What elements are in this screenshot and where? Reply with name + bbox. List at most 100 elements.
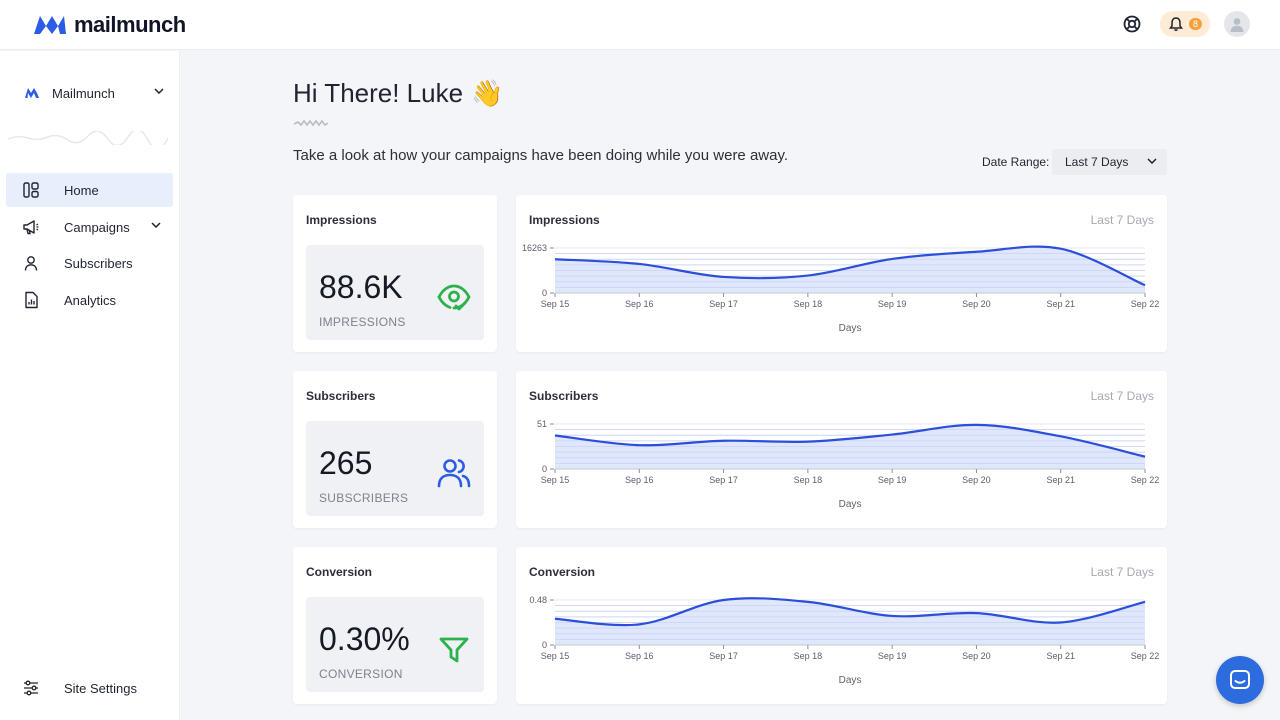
stat-panel: 0.30% CONVERSION (306, 597, 484, 692)
sidebar-item-label: Campaigns (64, 219, 130, 235)
chart-range-label: Last 7 Days (1090, 213, 1154, 227)
stat-value: 88.6K (319, 269, 403, 305)
sidebar-item-label: Analytics (64, 292, 117, 308)
megaphone-icon (23, 219, 39, 234)
x-tick-label: Sep 16 (625, 651, 654, 661)
stat-panel: 88.6K IMPRESSIONS (306, 245, 484, 340)
y-tick-label: 16263 (522, 243, 547, 253)
x-tick-label: Sep 22 (1131, 475, 1160, 485)
subscribers-chart-card: Subscribers Last 7 Days 0 51 Sep 15 Sep 16 S… (516, 371, 1167, 528)
top-bar: mailmunch 8 (0, 0, 1280, 50)
chat-icon (1230, 670, 1250, 689)
sliders-icon (24, 680, 38, 696)
bell-icon (1168, 17, 1183, 31)
x-tick-label: Sep 15 (541, 299, 570, 309)
notifications-button[interactable]: 8 (1159, 11, 1210, 37)
brand-logo[interactable]: mailmunch (32, 12, 186, 38)
stat-title: Impressions (306, 213, 377, 227)
x-tick-label: Sep 22 (1131, 651, 1160, 661)
notification-count-badge: 8 (1188, 18, 1202, 30)
logo-mark-icon (34, 16, 66, 34)
impressions-chart: 0 16263 Sep 15 Sep 16 Sep 17 Sep 18 Sep 19 Sep … (522, 243, 1160, 334)
stat-value: 0.30% (319, 621, 410, 657)
funnel-icon (439, 637, 469, 663)
chart-title: Subscribers (529, 389, 599, 403)
decorative-squiggle (293, 119, 329, 127)
date-range-label: Date Range: (982, 155, 1050, 169)
wave-emoji-icon: 👋 (471, 78, 504, 108)
x-tick-label: Sep 20 (962, 475, 991, 485)
x-tick-label: Sep 21 (1046, 651, 1075, 661)
sidebar-item-subscribers[interactable]: Subscribers (6, 246, 173, 280)
y-tick-label: 0.48 (529, 595, 547, 605)
dashboard-icon (23, 182, 39, 198)
user-silhouette-icon (1230, 18, 1244, 32)
x-tick-label: Sep 17 (709, 651, 738, 661)
x-tick-label: Sep 15 (541, 651, 570, 661)
y-tick-label: 0 (542, 464, 547, 474)
chevron-down-icon (154, 88, 164, 94)
x-tick-label: Sep 17 (709, 475, 738, 485)
stat-panel: 265 SUBSCRIBERS (306, 421, 484, 516)
x-tick-label: Sep 16 (625, 475, 654, 485)
report-icon (25, 291, 38, 308)
stat-title: Subscribers (306, 389, 376, 403)
x-tick-label: Sep 17 (709, 299, 738, 309)
date-range-select[interactable]: Last 7 Days (1052, 149, 1167, 175)
x-axis-label: Days (839, 323, 862, 334)
x-tick-label: Sep 16 (625, 299, 654, 309)
brand-name: mailmunch (74, 12, 186, 37)
x-tick-label: Sep 20 (962, 299, 991, 309)
y-tick-label: 0 (542, 640, 547, 650)
series-area (555, 598, 1145, 645)
chat-launcher-button[interactable] (1216, 656, 1264, 704)
sidebar-item-label: Subscribers (64, 256, 133, 271)
x-tick-label: Sep 18 (794, 651, 823, 661)
sidebar-divider (8, 131, 168, 145)
sidebar: Mailmunch Home Campaigns (0, 51, 180, 720)
sidebar-item-home[interactable]: Home (6, 173, 173, 207)
greeting-text: Hi There! Luke (293, 78, 464, 108)
stat-value: 265 (319, 445, 373, 481)
user-avatar[interactable] (1224, 11, 1250, 37)
series-line (554, 597, 1146, 627)
x-tick-label: Sep 22 (1131, 299, 1160, 309)
series-line (554, 423, 1146, 458)
sidebar-item-site-settings[interactable]: Site Settings (6, 671, 173, 701)
impressions-stat-card: Impressions 88.6K IMPRESSIONS (293, 195, 497, 352)
series-area (555, 424, 1145, 469)
x-tick-label: Sep 19 (878, 475, 907, 485)
series-area (555, 246, 1145, 293)
x-tick-label: Sep 18 (794, 475, 823, 485)
x-tick-label: Sep 21 (1046, 299, 1075, 309)
sidebar-nav: Home Campaigns Subscribers (6, 173, 173, 319)
series-line (554, 245, 1146, 287)
sidebar-item-analytics[interactable]: Analytics (6, 283, 173, 317)
x-tick-label: Sep 19 (878, 299, 907, 309)
x-tick-label: Sep 18 (794, 299, 823, 309)
date-range-value: Last 7 Days (1065, 155, 1129, 169)
x-tick-label: Sep 15 (541, 475, 570, 485)
sidebar-item-label: Site Settings (64, 681, 137, 696)
workspace-switcher[interactable]: Mailmunch (24, 83, 164, 103)
help-button[interactable] (1118, 10, 1146, 38)
user-icon (24, 256, 38, 271)
page-title: Hi There! Luke 👋 (293, 78, 503, 109)
impressions-chart-card: Impressions Last 7 Days 0 16263 Sep 15 Sep … (516, 195, 1167, 352)
x-tick-label: Sep 19 (878, 651, 907, 661)
y-tick-label: 0 (542, 288, 547, 298)
eye-check-icon (437, 284, 471, 311)
x-axis-label: Days (839, 675, 862, 686)
subscribers-stat-card: Subscribers 265 SUBSCRIBERS (293, 371, 497, 528)
stat-caption: IMPRESSIONS (319, 315, 406, 329)
x-tick-label: Sep 21 (1046, 475, 1075, 485)
stat-caption: SUBSCRIBERS (319, 491, 409, 505)
stat-caption: CONVERSION (319, 667, 403, 681)
chart-range-label: Last 7 Days (1090, 389, 1154, 403)
chart-title: Impressions (529, 213, 600, 227)
x-tick-label: Sep 20 (962, 651, 991, 661)
chart-range-label: Last 7 Days (1090, 565, 1154, 579)
sidebar-item-label: Home (64, 183, 99, 198)
sidebar-item-campaigns[interactable]: Campaigns (6, 210, 173, 244)
workspace-logo-icon (25, 88, 39, 98)
